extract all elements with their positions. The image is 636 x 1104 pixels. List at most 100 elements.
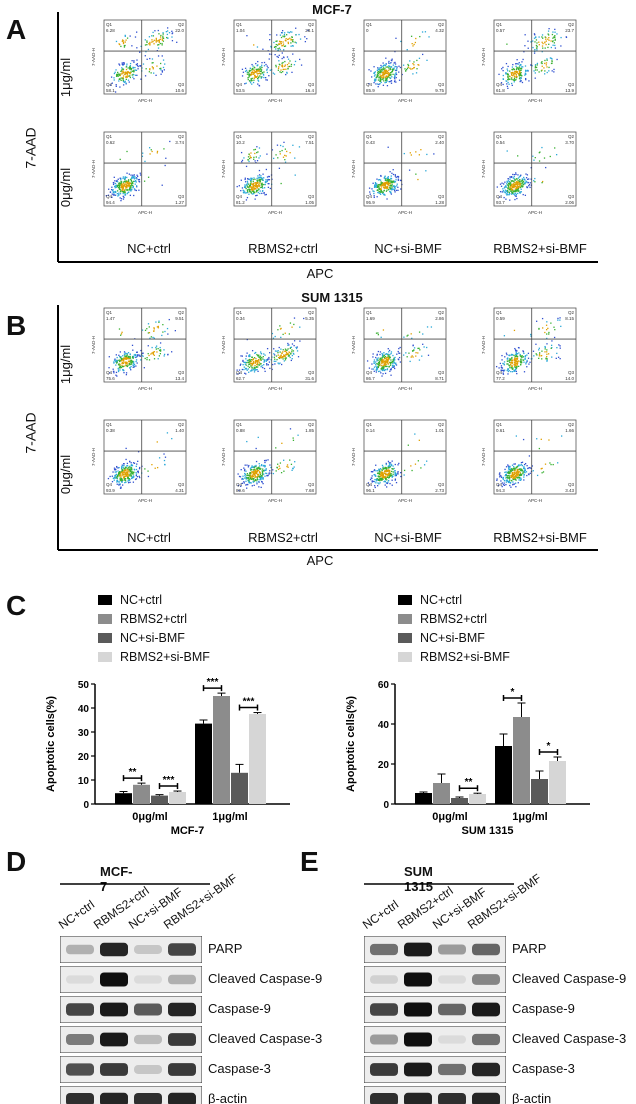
panel-a-col-label-1: RBMS2+ctrl bbox=[248, 241, 318, 256]
q2-value: 2.40 bbox=[435, 140, 444, 145]
panel-b-row-label-1: 1μg/ml bbox=[58, 344, 74, 385]
y-axis-label: 7-AAD-H bbox=[221, 48, 226, 66]
band bbox=[66, 1003, 94, 1016]
band bbox=[370, 975, 398, 984]
band bbox=[438, 1035, 466, 1044]
x-axis-label: APC-H bbox=[398, 386, 412, 391]
q2-value: 1.85 bbox=[305, 428, 314, 433]
bar-0-0 bbox=[415, 793, 432, 804]
q2-label: Q2 bbox=[308, 422, 315, 427]
q2-value: 8.15 bbox=[565, 316, 574, 321]
q2-value: 4.32 bbox=[435, 28, 444, 33]
q2-value: 1.66 bbox=[565, 428, 574, 433]
q1-value: 0.88 bbox=[236, 428, 245, 433]
q3-value: 9.75 bbox=[435, 88, 444, 93]
band bbox=[66, 1092, 94, 1104]
q4-label: Q4 bbox=[106, 82, 113, 87]
q3-label: Q3 bbox=[568, 370, 575, 375]
bar-0-1 bbox=[195, 723, 212, 804]
q3-label: Q3 bbox=[308, 370, 315, 375]
band bbox=[134, 1003, 162, 1016]
q2-label: Q2 bbox=[568, 310, 575, 315]
band bbox=[100, 942, 128, 957]
band-label-0: PARP bbox=[512, 941, 547, 956]
q3-label: Q3 bbox=[568, 482, 575, 487]
q3-value: 2.73 bbox=[435, 488, 444, 493]
y-tick-label: 20 bbox=[78, 752, 90, 763]
band bbox=[100, 1032, 128, 1047]
y-tick-label: 40 bbox=[378, 720, 390, 731]
flow-dots bbox=[368, 31, 430, 88]
band bbox=[472, 974, 500, 985]
q2-value: 5.35 bbox=[305, 316, 314, 321]
q4-label: Q4 bbox=[106, 482, 113, 487]
q2-label: Q2 bbox=[438, 22, 445, 27]
y-axis-label: 7-AAD-H bbox=[91, 448, 96, 466]
panel-label-c: C bbox=[6, 590, 27, 621]
band-label-4: Caspase-3 bbox=[208, 1061, 271, 1076]
q2-label: Q2 bbox=[308, 310, 315, 315]
panel-label-d: D bbox=[6, 846, 27, 877]
band bbox=[370, 1034, 398, 1045]
q4-label: Q4 bbox=[236, 194, 243, 199]
legend-left-rbms2-sibmf: RBMS2+si-BMF bbox=[98, 650, 210, 664]
panel-label-b: B bbox=[6, 310, 27, 341]
band bbox=[168, 1092, 196, 1104]
bar-0-1 bbox=[495, 746, 512, 804]
q4-label: Q4 bbox=[106, 370, 113, 375]
q2-label: Q2 bbox=[568, 22, 575, 27]
band bbox=[134, 975, 162, 984]
q3-label: Q3 bbox=[308, 82, 315, 87]
q3-label: Q3 bbox=[308, 194, 315, 199]
q1-value: 0.54 bbox=[496, 140, 505, 145]
blot-strip-1 bbox=[60, 966, 202, 993]
q3-value: 31.6 bbox=[305, 376, 314, 381]
band bbox=[404, 1032, 432, 1047]
band bbox=[134, 945, 162, 954]
q1-value: 1.47 bbox=[106, 316, 115, 321]
y-axis-title: Apoptotic cells(%) bbox=[345, 696, 357, 792]
q3-value: 7.68 bbox=[305, 488, 314, 493]
y-tick-label: 50 bbox=[78, 680, 90, 691]
x-axis-label: APC-H bbox=[268, 98, 282, 103]
sig-label: *** bbox=[243, 697, 255, 708]
q2-label: Q2 bbox=[178, 134, 185, 139]
q1-value: 10.2 bbox=[236, 140, 245, 145]
q1-label: Q1 bbox=[366, 22, 373, 27]
q1-label: Q1 bbox=[366, 310, 373, 315]
q2-value: 23.7 bbox=[565, 28, 574, 33]
bar-2-1 bbox=[531, 779, 548, 804]
q2-label: Q2 bbox=[178, 22, 185, 27]
q3-label: Q3 bbox=[178, 370, 185, 375]
q4-label: Q4 bbox=[106, 194, 113, 199]
q2-label: Q2 bbox=[438, 422, 445, 427]
sig-label: *** bbox=[207, 677, 219, 688]
q3-label: Q3 bbox=[568, 194, 575, 199]
q2-value: 7.51 bbox=[305, 140, 314, 145]
q1-label: Q1 bbox=[496, 422, 503, 427]
band bbox=[472, 1002, 500, 1017]
band bbox=[472, 943, 500, 956]
q3-label: Q3 bbox=[438, 370, 445, 375]
sig-label: ** bbox=[129, 767, 137, 778]
sig-label: ** bbox=[465, 777, 473, 788]
q1-value: 0.43 bbox=[366, 140, 375, 145]
q4-value: 95.9 bbox=[366, 200, 375, 205]
flow-dots bbox=[108, 318, 177, 377]
q1-value: 0.61 bbox=[496, 428, 505, 433]
q4-value: 62.7 bbox=[236, 376, 245, 381]
q3-value: 2.06 bbox=[565, 200, 574, 205]
band bbox=[66, 1034, 94, 1045]
flow-dots bbox=[241, 27, 309, 87]
q3-value: 14.0 bbox=[565, 376, 574, 381]
band bbox=[438, 975, 466, 984]
band bbox=[168, 1033, 196, 1046]
blot-strip-0 bbox=[364, 936, 506, 963]
x-axis-label: APC-H bbox=[138, 98, 152, 103]
sig-label: * bbox=[511, 687, 515, 698]
